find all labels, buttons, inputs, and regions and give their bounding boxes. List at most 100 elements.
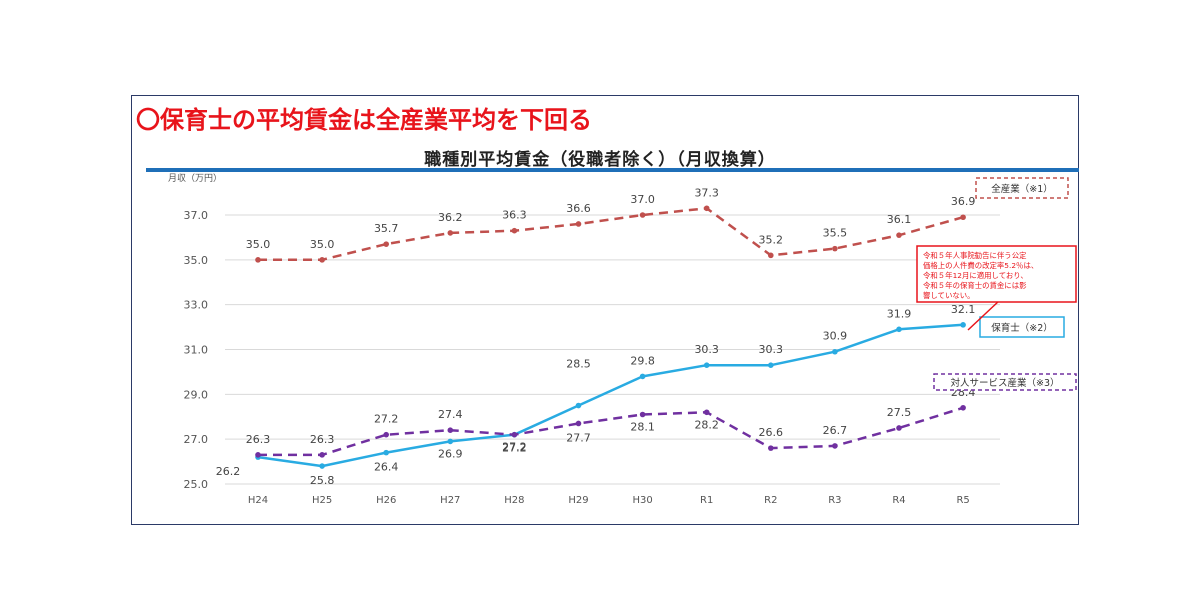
x-tick-label: H29 xyxy=(568,495,588,506)
data-point xyxy=(960,404,966,411)
data-point xyxy=(575,221,582,227)
x-tick-labels: H24 H25 H26 H27 H28 H29 H30 R1 R2 R3 R4 R5 xyxy=(248,495,970,506)
data-label: 36.9 xyxy=(951,195,976,208)
data-point xyxy=(960,214,966,221)
data-label: 26.4 xyxy=(374,461,399,474)
y-tick-label: 37.0 xyxy=(184,209,209,222)
x-tick-label: R4 xyxy=(892,495,905,506)
data-label: 26.9 xyxy=(438,447,463,460)
data-point xyxy=(575,402,582,409)
data-label: 37.3 xyxy=(694,186,719,199)
data-label: 26.2 xyxy=(216,465,241,478)
data-point xyxy=(447,230,454,236)
y-tick-labels: 25.0 27.0 29.0 31.0 33.0 35.0 37.0 xyxy=(184,209,209,491)
x-tick-label: R1 xyxy=(700,495,713,506)
data-point xyxy=(768,362,774,368)
data-point xyxy=(896,326,902,333)
data-point xyxy=(960,322,966,328)
data-label: 26.7 xyxy=(823,424,848,437)
data-point xyxy=(383,241,390,247)
series-group xyxy=(255,205,966,469)
data-label: 27.5 xyxy=(887,406,912,419)
data-point xyxy=(832,348,838,355)
data-point xyxy=(768,252,774,259)
annotation-box xyxy=(916,245,1077,303)
data-label: 27.2 xyxy=(502,442,527,455)
data-labels: 35.0 35.0 35.7 36.2 36.3 36.6 37.0 37.3 35.2 35.5… xyxy=(216,186,976,487)
data-label: 27.7 xyxy=(566,431,591,444)
data-point xyxy=(319,452,325,458)
data-point xyxy=(319,257,325,263)
data-label: 28.1 xyxy=(630,421,655,434)
x-tick-label: R2 xyxy=(764,495,777,506)
data-point xyxy=(703,205,710,212)
title-rule xyxy=(146,168,1079,172)
x-tick-label: H30 xyxy=(632,495,652,506)
y-tick-label: 35.0 xyxy=(184,254,209,267)
data-label: 30.3 xyxy=(759,343,784,356)
data-point xyxy=(768,445,774,451)
data-point xyxy=(703,409,710,416)
data-point xyxy=(896,425,902,431)
annotation-line: 響していない。 xyxy=(923,291,975,300)
x-tick-label: R5 xyxy=(956,495,969,506)
data-point xyxy=(832,245,838,252)
data-point xyxy=(896,232,902,238)
legend-box xyxy=(979,316,1065,338)
data-label: 31.9 xyxy=(887,307,912,320)
data-label: 35.0 xyxy=(310,238,335,251)
x-tick-label: H28 xyxy=(504,495,524,506)
legend-label: 保育士（※2） xyxy=(991,322,1053,334)
chart-title: 職種別平均賃金（役職者除く）（月収換算） xyxy=(424,150,776,170)
annotation: 令和５年人事院勧告に伴う公定価格上の人件費の改定率5.2％は、令和５年12月に適… xyxy=(916,245,1077,331)
data-label: 35.0 xyxy=(246,238,271,251)
data-label: 26.3 xyxy=(246,433,271,446)
data-point xyxy=(255,257,261,263)
legend-label: 全産業（※1） xyxy=(991,183,1053,195)
data-point xyxy=(639,373,646,380)
legend-boxes: 全産業（※1） 保育士（※2） 対人サービス産業（※3） xyxy=(933,177,1077,391)
legend-label: 対人サービス産業（※3） xyxy=(950,377,1059,389)
x-tick-label: H25 xyxy=(312,495,332,506)
legend-box xyxy=(933,373,1077,391)
annotation-line: 令和５年人事院勧告に伴う公定 xyxy=(923,251,1027,260)
data-label: 30.3 xyxy=(694,343,719,356)
data-label: 27.2 xyxy=(374,413,399,426)
y-tick-label: 25.0 xyxy=(184,478,209,491)
data-point xyxy=(575,420,582,427)
data-label: 32.1 xyxy=(951,303,976,316)
y-axis-label: 月収（万円） xyxy=(168,172,222,184)
y-tick-label: 29.0 xyxy=(184,388,209,401)
data-label: 26.6 xyxy=(759,426,784,439)
data-point xyxy=(383,431,390,438)
data-point xyxy=(511,431,518,438)
data-point xyxy=(447,438,454,445)
annotation-line: 令和５年の保育士の賃金には影 xyxy=(923,281,1027,290)
y-tick-label: 33.0 xyxy=(184,299,209,312)
data-point xyxy=(703,362,710,368)
data-label: 25.8 xyxy=(310,474,335,487)
x-tick-label: H27 xyxy=(440,495,460,506)
data-label: 29.8 xyxy=(630,354,655,367)
data-point xyxy=(319,463,325,469)
data-point xyxy=(639,212,646,218)
x-tick-label: H24 xyxy=(248,495,268,506)
data-point xyxy=(832,443,838,449)
data-label: 28.2 xyxy=(694,418,719,431)
data-point xyxy=(511,227,518,234)
data-label: 27.4 xyxy=(438,408,463,421)
y-tick-label: 27.0 xyxy=(184,433,209,446)
x-tick-label: H26 xyxy=(376,495,396,506)
data-label: 36.2 xyxy=(438,211,463,224)
data-point xyxy=(639,411,646,418)
legend-box xyxy=(975,177,1069,199)
data-label: 35.7 xyxy=(374,222,399,235)
data-label: 36.3 xyxy=(502,209,527,222)
data-label: 36.1 xyxy=(887,213,912,226)
data-label: 35.5 xyxy=(823,227,848,240)
data-point xyxy=(255,452,261,458)
data-label: 37.0 xyxy=(630,193,655,206)
data-label: 30.9 xyxy=(823,330,848,343)
x-tick-label: R3 xyxy=(828,495,841,506)
